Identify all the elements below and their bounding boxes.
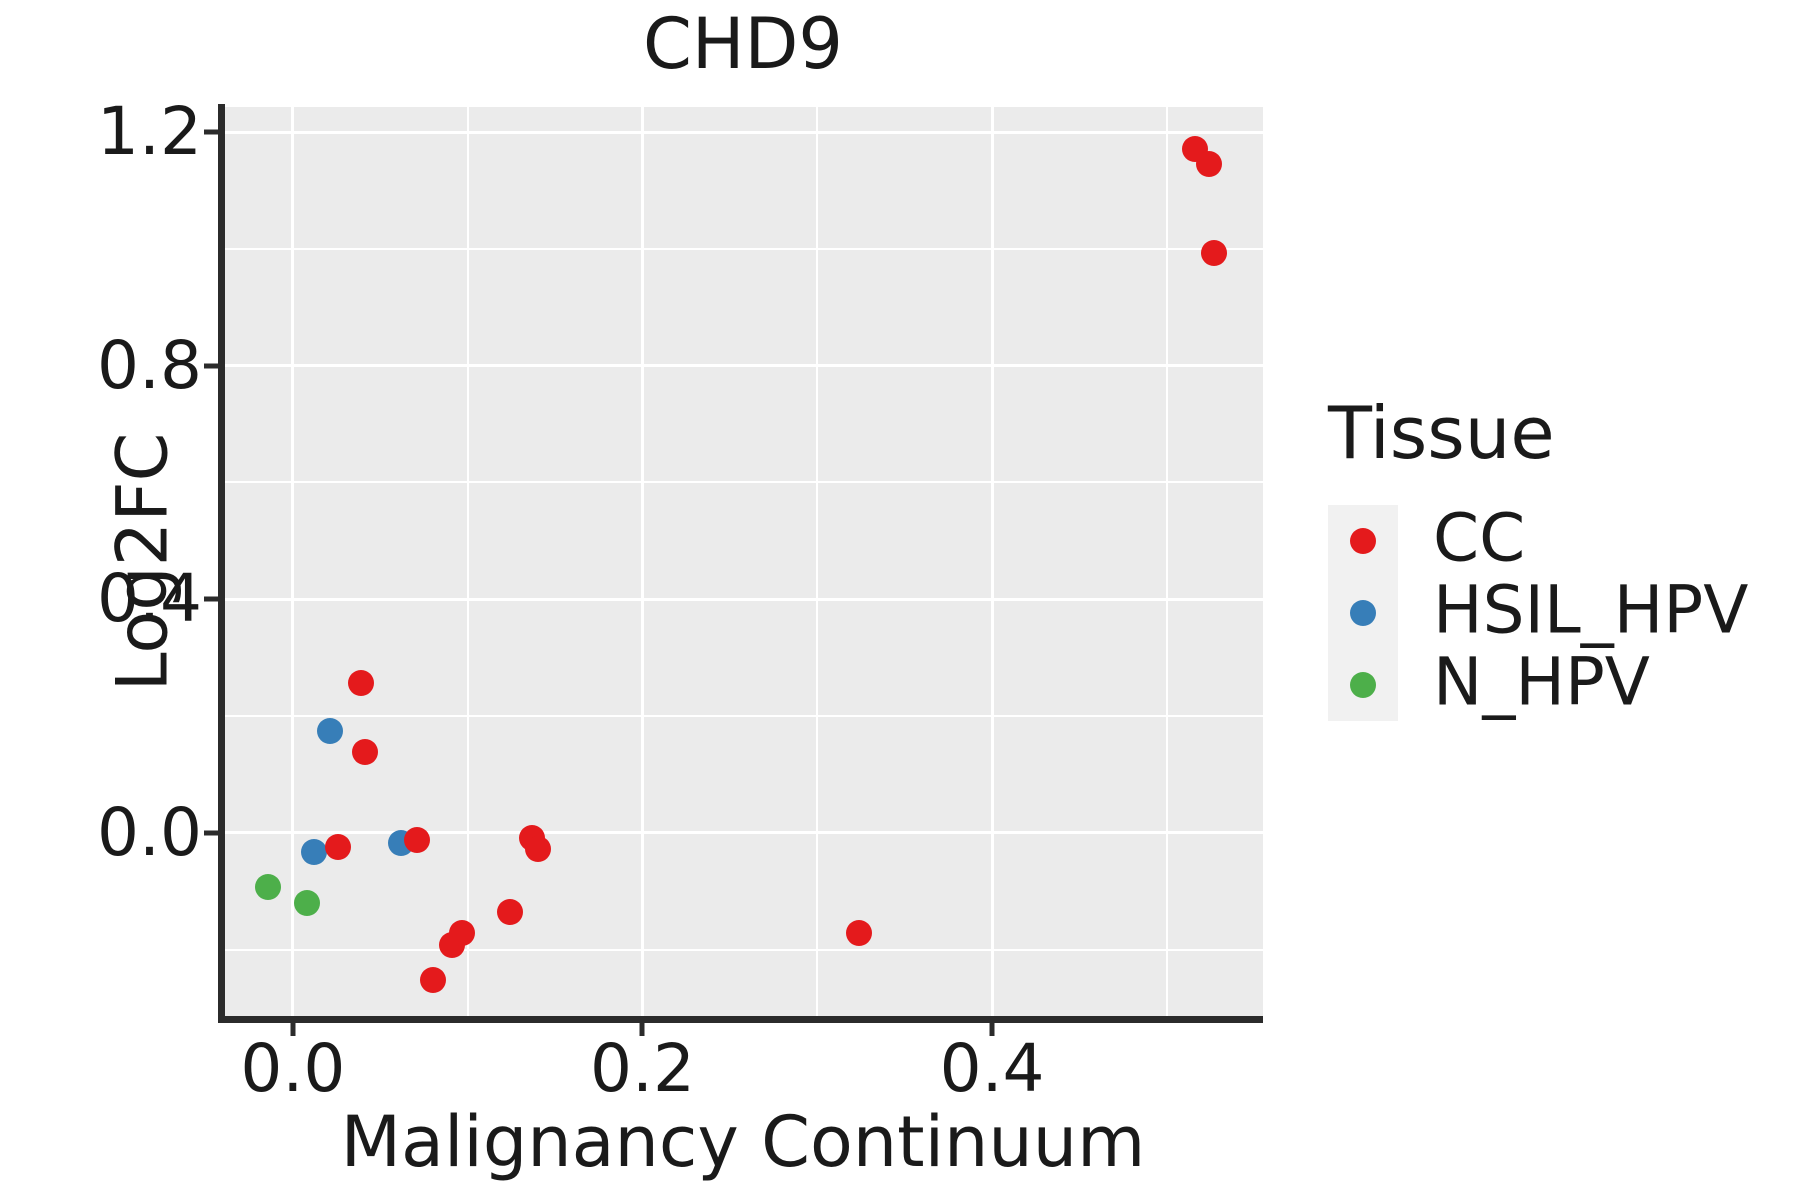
y-tick-mark <box>204 129 218 135</box>
y-tick-label: 0.0 <box>97 793 202 871</box>
plot-panel <box>223 107 1263 1018</box>
data-point-n_hpv <box>293 889 320 916</box>
data-point-cc <box>419 967 446 994</box>
x-tick-mark <box>290 1023 296 1036</box>
y-tick-mark <box>204 830 218 836</box>
legend-items: CC HSIL_HPV N_HPV <box>1328 505 1748 721</box>
legend-label: CC <box>1433 499 1526 577</box>
data-point-cc <box>1195 151 1222 178</box>
x-axis-title: Malignancy Continuum <box>340 1101 1146 1183</box>
data-point-cc <box>348 669 375 696</box>
legend-item-n_hpv: N_HPV <box>1328 649 1748 721</box>
legend-marker-n_hpv <box>1350 672 1376 698</box>
x-tick-mark <box>989 1023 995 1036</box>
legend-item-hsil_hpv: HSIL_HPV <box>1328 577 1748 649</box>
data-point-hsil_hpv <box>316 717 343 744</box>
data-point-cc <box>404 826 431 853</box>
data-point-cc <box>351 738 378 765</box>
legend-label: N_HPV <box>1433 643 1650 721</box>
x-major-gridline <box>291 107 295 1018</box>
data-point-cc <box>325 833 352 860</box>
y-major-gridline <box>223 130 1263 134</box>
legend-marker-hsil_hpv <box>1350 600 1376 626</box>
y-tick-label: 1.2 <box>97 93 202 171</box>
x-major-gridline <box>990 107 994 1018</box>
y-tick-label: 0.8 <box>97 326 202 404</box>
data-point-cc <box>496 898 523 925</box>
legend-item-cc: CC <box>1328 505 1748 577</box>
x-tick-label: 0.2 <box>590 1030 695 1107</box>
y-axis-title: Log2FC <box>101 432 184 692</box>
data-point-cc <box>449 919 476 946</box>
x-minor-gridline <box>1165 107 1168 1018</box>
data-point-cc <box>1201 239 1228 266</box>
x-tick-label: 0.4 <box>939 1030 1045 1107</box>
chart-title: CHD9 <box>643 3 843 85</box>
data-point-cc <box>846 919 873 946</box>
x-axis-line <box>218 1016 1263 1023</box>
legend-title: Tissue <box>1328 391 1555 475</box>
x-minor-gridline <box>816 107 819 1018</box>
data-point-cc <box>524 835 551 862</box>
legend-label: HSIL_HPV <box>1433 571 1749 649</box>
x-tick-label: 0.0 <box>240 1030 346 1107</box>
y-axis-line <box>218 104 225 1023</box>
y-minor-gridline <box>223 247 1263 250</box>
legend-marker-cc <box>1350 528 1376 554</box>
y-minor-gridline <box>223 481 1263 484</box>
x-minor-gridline <box>466 107 469 1018</box>
y-tick-label: 0.4 <box>97 560 202 638</box>
y-major-gridline <box>223 597 1263 601</box>
y-major-gridline <box>223 831 1263 835</box>
data-point-n_hpv <box>255 873 282 900</box>
x-tick-mark <box>639 1023 645 1036</box>
y-tick-mark <box>204 363 218 369</box>
x-major-gridline <box>640 107 644 1018</box>
y-minor-gridline <box>223 948 1263 951</box>
y-major-gridline <box>223 364 1263 368</box>
y-tick-mark <box>204 596 218 602</box>
y-minor-gridline <box>223 715 1263 718</box>
data-point-hsil_hpv <box>300 839 327 866</box>
